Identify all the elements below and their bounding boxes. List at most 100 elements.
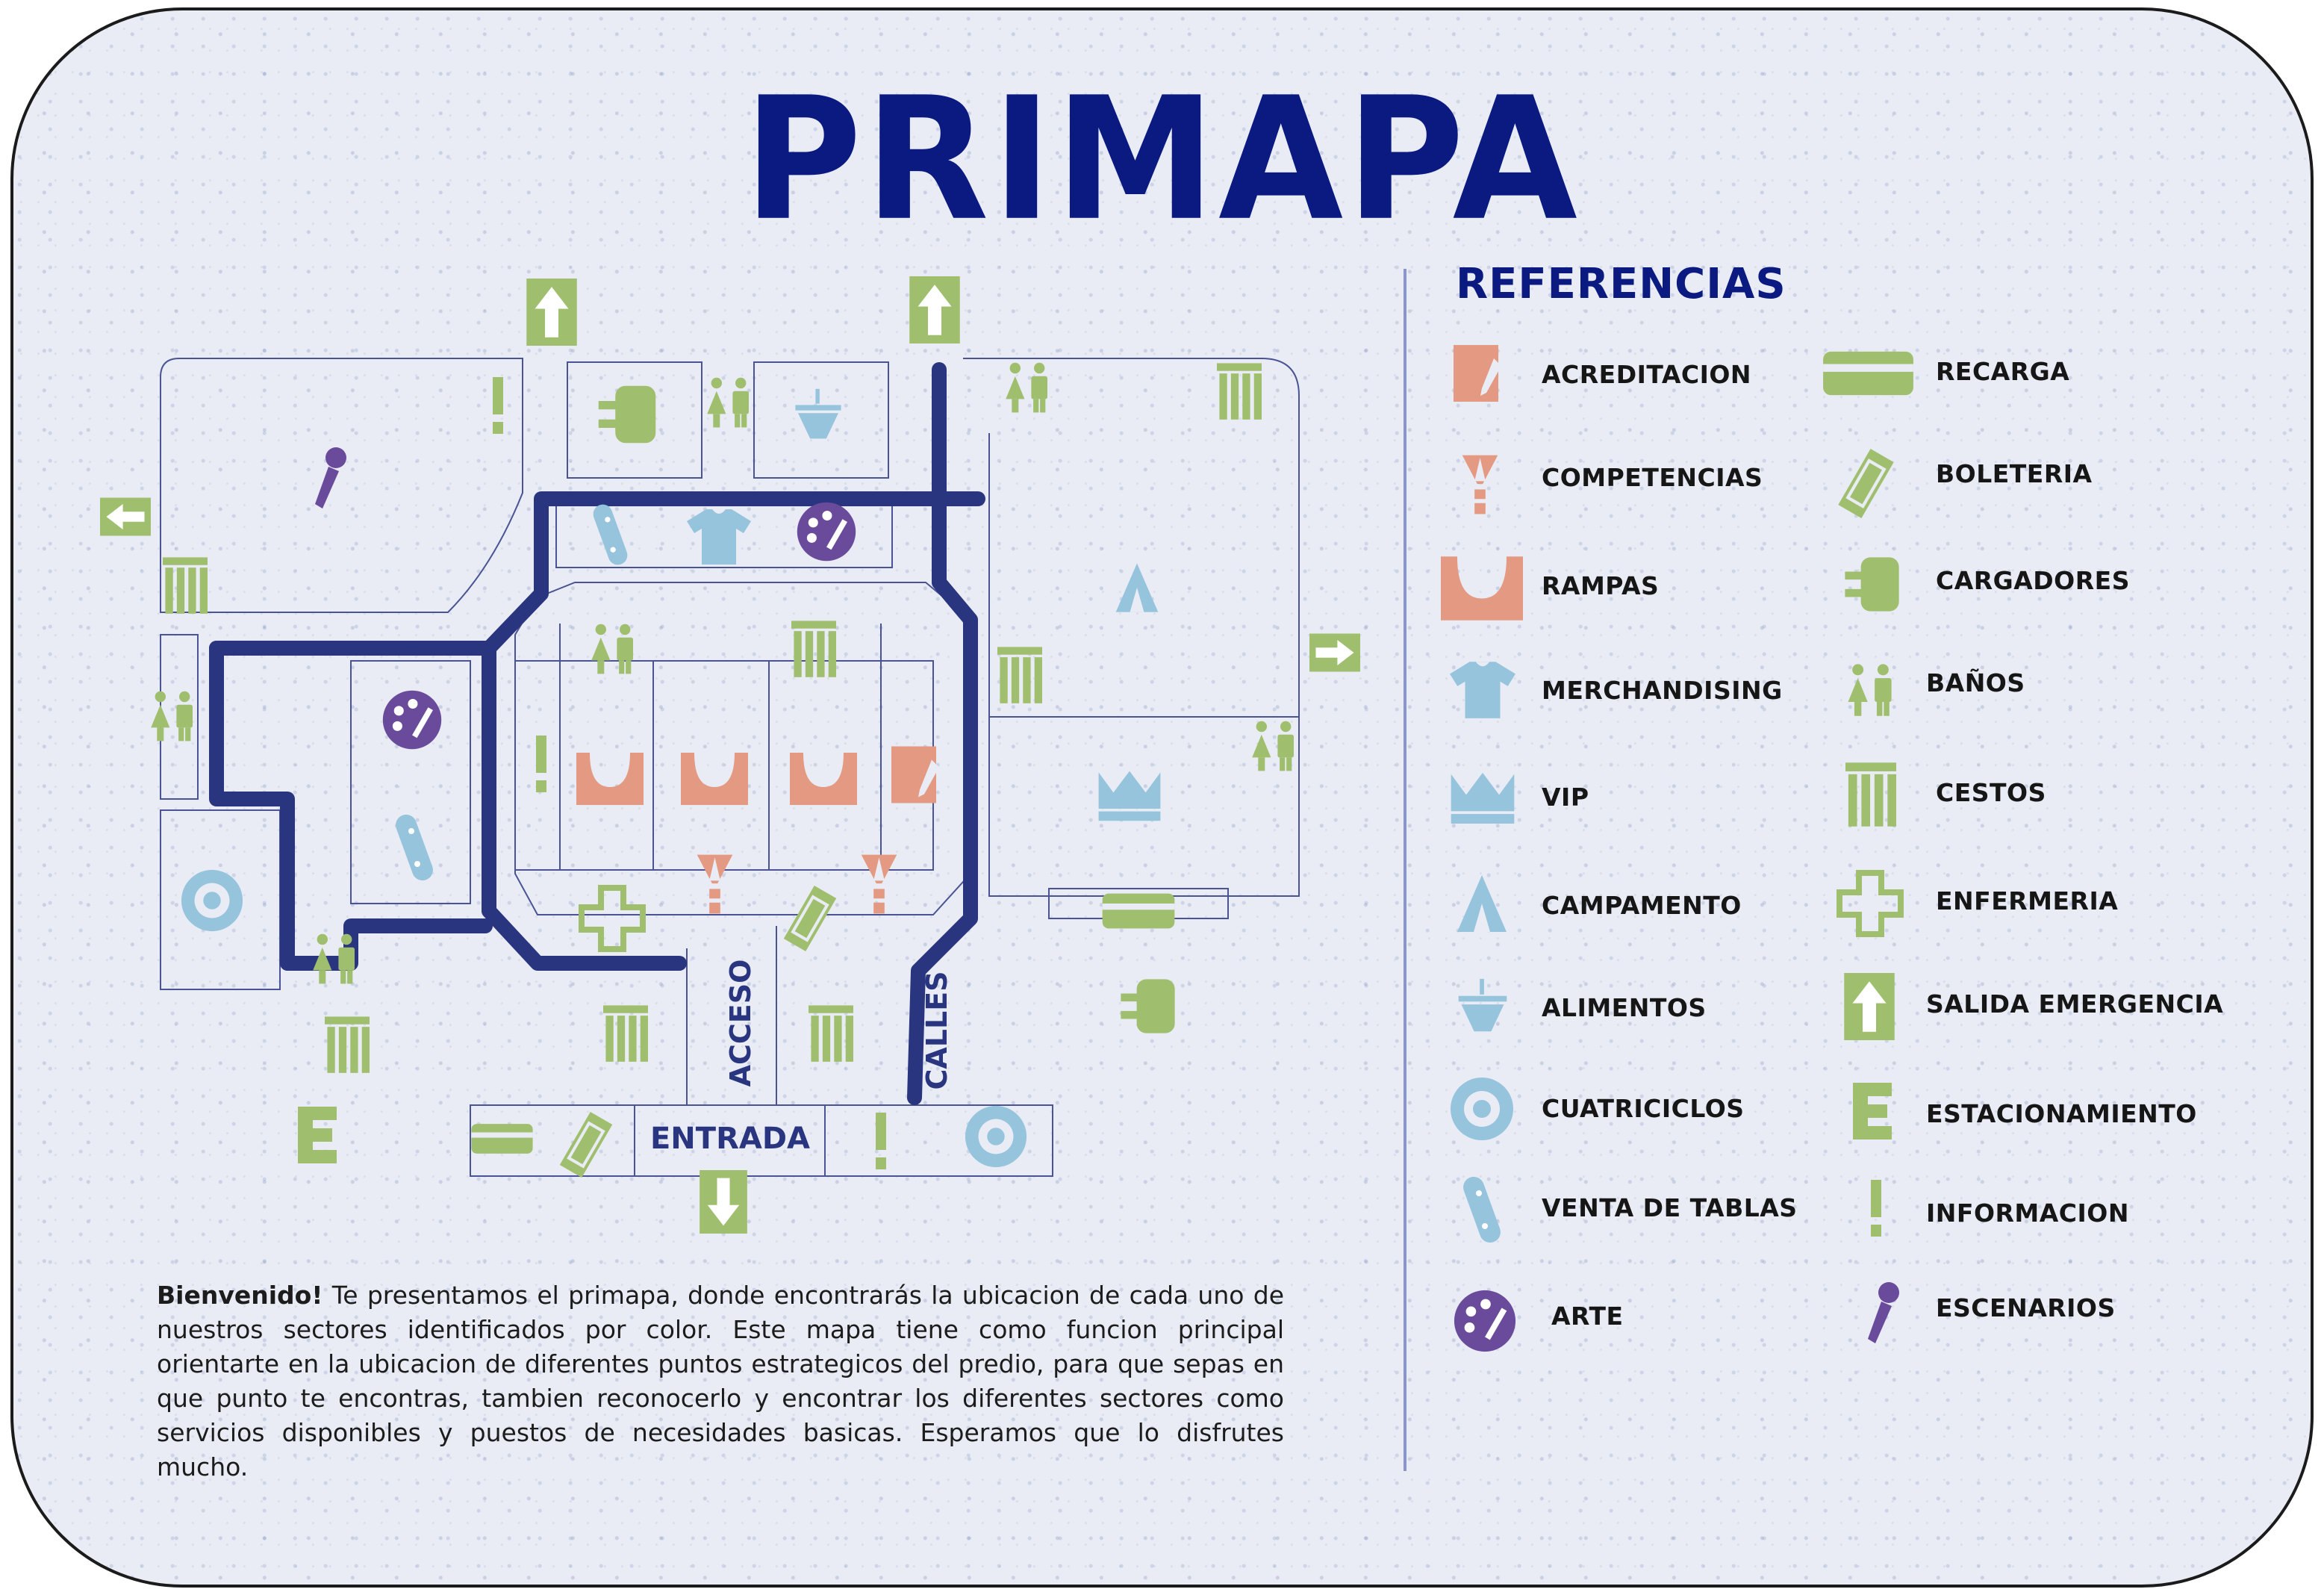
legend-label-boleteria: BOLETERIA <box>1936 459 2093 488</box>
salida-emergencia-icon <box>1844 973 1895 1040</box>
recarga-icon[interactable] <box>471 1124 533 1154</box>
escenarios-icon[interactable] <box>315 447 346 509</box>
legend-divider <box>1404 269 1406 1471</box>
legend-label-venta-de-tablas: VENTA DE TABLAS <box>1542 1193 1798 1222</box>
rampas-icon <box>1441 556 1523 621</box>
zone-entrance <box>470 1104 1053 1177</box>
legend-label-acreditacion: ACREDITACION <box>1542 360 1752 389</box>
arte-icon[interactable] <box>797 502 856 562</box>
zone-food-block <box>753 361 889 479</box>
cuatriciclos-icon <box>1451 1078 1513 1140</box>
main-path <box>209 362 985 1105</box>
venta-de-tablas-icon <box>1460 1173 1504 1246</box>
salida-emergencia-icon[interactable] <box>909 276 960 343</box>
zone-north-west <box>160 358 523 613</box>
cuatriciclos-icon[interactable] <box>965 1105 1027 1168</box>
competencias-icon <box>1462 455 1498 514</box>
recarga-icon <box>1823 351 1913 396</box>
cestos-icon[interactable] <box>603 1005 648 1062</box>
legend-label-escenarios: ESCENARIOS <box>1936 1293 2116 1322</box>
boleteria-icon[interactable] <box>560 1111 612 1178</box>
cestos-icon[interactable] <box>163 557 208 614</box>
salida-emergencia-icon[interactable] <box>700 1170 747 1234</box>
banos-icon[interactable] <box>591 624 633 674</box>
legend-label-merchandising: MERCHANDISING <box>1542 676 1783 705</box>
zone-charger-block <box>567 361 703 479</box>
legend-label-recarga: RECARGA <box>1936 357 2070 386</box>
alimentos-icon <box>1458 978 1507 1032</box>
cargadores-icon[interactable] <box>1121 979 1175 1033</box>
zone-arte <box>350 660 471 904</box>
street-label-acceso: ACCESO <box>724 960 757 1087</box>
cestos-icon[interactable] <box>325 1016 370 1073</box>
informacion-icon[interactable] <box>876 1113 886 1169</box>
alimentos-icon[interactable] <box>795 388 841 439</box>
cargadores-icon <box>1845 557 1899 612</box>
legend-label-alimentos: ALIMENTOS <box>1542 993 1707 1022</box>
banos-icon[interactable] <box>1006 362 1047 413</box>
legend-label-informacion: INFORMACION <box>1926 1198 2129 1228</box>
cestos-icon[interactable] <box>1217 363 1262 420</box>
zone-camp <box>963 358 1300 718</box>
banos-icon <box>1848 664 1892 716</box>
banos-icon[interactable] <box>1252 721 1294 771</box>
page-title: PRIMAPA <box>744 60 1580 258</box>
arte-icon <box>1454 1290 1516 1352</box>
legend-label-vip: VIP <box>1542 783 1589 812</box>
acreditacion-icon[interactable] <box>891 746 939 803</box>
legend-label-enfermeria: ENFERMERIA <box>1936 886 2119 915</box>
competencias-icon[interactable] <box>697 854 733 914</box>
legend-label-banos: BAÑOS <box>1926 668 2025 697</box>
salida-emergencia-icon[interactable] <box>526 279 577 346</box>
arte-icon[interactable] <box>382 690 442 750</box>
acreditacion-icon <box>1454 345 1501 402</box>
cestos-icon[interactable] <box>791 621 836 677</box>
campamento-icon[interactable] <box>1115 563 1159 612</box>
rampas-icon[interactable] <box>790 753 857 805</box>
venta-de-tablas-icon[interactable] <box>591 501 630 568</box>
cestos-icon[interactable] <box>997 647 1042 703</box>
legend-label-cestos: CESTOS <box>1936 778 2046 807</box>
escenarios-icon <box>1868 1282 1899 1343</box>
informacion-icon <box>1871 1180 1881 1237</box>
intro-paragraph: Bienvenido! Te presentamos el primapa, d… <box>157 1278 1284 1484</box>
estacionamiento-icon <box>1853 1083 1892 1139</box>
map-frame <box>10 7 2314 1588</box>
intro-lead: Bienvenido! <box>157 1281 323 1310</box>
informacion-icon[interactable] <box>493 377 503 434</box>
street-label-calles: CALLES <box>920 971 953 1089</box>
competencias-icon[interactable] <box>861 854 897 914</box>
vip-icon <box>1451 772 1515 824</box>
legend-label-salida-emergencia: SALIDA EMERGENCIA <box>1926 989 2224 1019</box>
salida-emergencia-icon[interactable] <box>1309 633 1360 672</box>
rampas-icon[interactable] <box>681 753 748 805</box>
legend-label-campamento: CAMPAMENTO <box>1542 891 1742 920</box>
intro-text: Te presentamos el primapa, donde encontr… <box>157 1281 1284 1481</box>
legend-title: REFERENCIAS <box>1456 260 1786 308</box>
legend-label-rampas: RAMPAS <box>1542 571 1660 600</box>
rampas-icon[interactable] <box>576 753 644 805</box>
banos-icon[interactable] <box>151 691 193 741</box>
salida-emergencia-icon[interactable] <box>100 497 151 536</box>
estacionamiento-icon[interactable] <box>298 1107 337 1163</box>
legend-label-arte: ARTE <box>1551 1302 1624 1331</box>
festival-map: ACCESO CALLES ENTRADA <box>100 276 1360 1234</box>
street-label-entrada: ENTRADA <box>650 1122 810 1156</box>
banos-icon[interactable] <box>707 377 749 428</box>
merchandising-icon <box>1450 662 1515 718</box>
cestos-icon[interactable] <box>809 1005 853 1062</box>
boleteria-icon[interactable] <box>784 885 836 952</box>
informacion-icon[interactable] <box>536 736 546 792</box>
venta-de-tablas-icon[interactable] <box>393 811 436 884</box>
campamento-icon <box>1457 875 1507 932</box>
legend-label-cargadores: CARGADORES <box>1936 566 2130 595</box>
vip-icon[interactable] <box>1098 771 1161 821</box>
legend-label-estacionamiento: ESTACIONAMIENTO <box>1926 1099 2197 1128</box>
legend-label-competencias: COMPETENCIAS <box>1542 463 1763 492</box>
enfermeria-icon[interactable] <box>582 888 643 949</box>
cargadores-icon[interactable] <box>598 385 656 444</box>
recarga-icon[interactable] <box>1102 893 1175 929</box>
cuatriciclos-icon[interactable] <box>181 869 243 932</box>
merchandising-icon[interactable] <box>687 509 751 565</box>
enfermeria-icon <box>1837 870 1904 937</box>
